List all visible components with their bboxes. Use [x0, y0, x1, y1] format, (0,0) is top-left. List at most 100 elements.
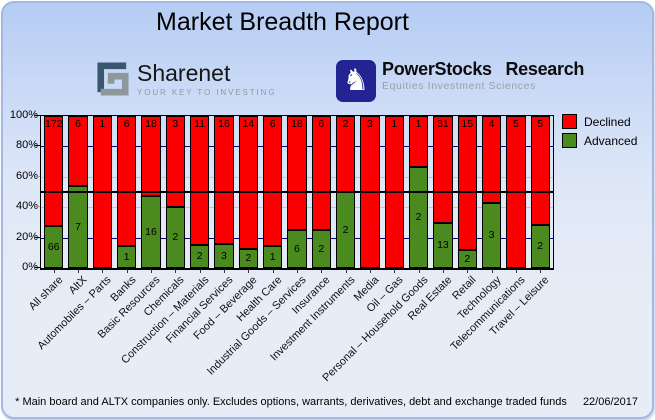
advanced-count-label: 2: [318, 242, 325, 255]
powerstocks-tagline: Equities Investment Sciences: [382, 79, 536, 92]
x-tick-mark: [418, 269, 420, 273]
segment-advanced: 2: [335, 192, 356, 268]
segment-declined: 5: [530, 116, 550, 225]
segment-advanced: 2: [311, 230, 331, 268]
segment-declined: 18: [287, 116, 307, 230]
y-tick-mark: [35, 145, 40, 147]
bars-container: 172 66 6 7 1 6 1 18 16 3 2 11 2 16 3 14 2 6 1 18 6 6 2 2 2 3 1 1 2 31…: [41, 116, 553, 268]
segment-declined: 6: [311, 116, 331, 230]
segment-advanced: 16: [141, 196, 161, 268]
legend-label: Advanced: [584, 133, 638, 148]
x-tick-mark: [223, 269, 225, 273]
segment-declined: 2: [335, 116, 356, 192]
segment-advanced: 3: [214, 244, 234, 268]
segment-declined: 11: [189, 116, 210, 245]
segment-advanced: 6: [287, 230, 307, 268]
x-tick-mark: [442, 269, 444, 273]
segment-advanced: 13: [433, 223, 453, 268]
gridline-50pct: [41, 191, 553, 193]
chess-knight-icon: ♞: [336, 60, 376, 102]
declined-count-label: 2: [342, 118, 349, 130]
report-date: 22/06/2017: [582, 396, 638, 408]
advanced-count-label: 2: [537, 240, 544, 253]
advanced-count-label: 13: [437, 239, 449, 252]
x-tick-mark: [53, 269, 55, 273]
segment-declined: 14: [238, 116, 258, 249]
x-tick-mark: [467, 269, 469, 273]
x-tick-mark: [345, 269, 347, 273]
declined-count-label: 5: [512, 118, 519, 130]
segment-advanced: 1: [116, 246, 137, 268]
advanced-count-label: 3: [221, 249, 227, 262]
chart-legend: Declined Advanced: [562, 114, 637, 148]
segment-declined: 6: [262, 116, 283, 247]
declined-count-label: 6: [269, 118, 276, 130]
advanced-count-label: 3: [488, 229, 495, 242]
declined-count-label: 6: [123, 118, 130, 130]
declined-count-label: 1: [415, 118, 422, 130]
segment-advanced: 2: [189, 244, 210, 268]
y-tick-mark: [35, 236, 40, 238]
bar-construction-materials: 11 2: [189, 116, 210, 268]
declined-count-label: 172: [45, 118, 63, 130]
advanced-count-label: 1: [269, 250, 276, 263]
declined-count-label: 5: [537, 118, 544, 130]
advanced-count-label: 16: [145, 225, 157, 238]
y-tick-label-20: 20%: [15, 230, 38, 243]
advanced-count-label: 1: [123, 250, 130, 263]
declined-count-label: 6: [318, 118, 325, 130]
sharenet-logo: Sharenet YOUR KEY TO INVESTING: [97, 61, 276, 97]
advanced-count-label: 2: [172, 231, 179, 244]
sharenet-tagline: YOUR KEY TO INVESTING: [137, 88, 277, 98]
segment-advanced: 2: [165, 207, 185, 268]
declined-count-label: 6: [75, 118, 81, 130]
powerstocks-wordmark: PowerStocks Research: [382, 59, 585, 79]
x-tick-mark: [150, 269, 152, 273]
declined-count-label: 31: [437, 118, 449, 130]
x-tick-mark: [102, 269, 104, 273]
advanced-count-label: 66: [47, 240, 60, 253]
segment-advanced: 2: [408, 166, 429, 268]
y-tick-label-40: 40%: [15, 200, 38, 213]
y-tick-label-100: 100%: [9, 109, 38, 121]
page-title: Market Breadth Report: [156, 8, 409, 36]
bar-food-beverage: 14 2: [238, 116, 258, 268]
segment-declined: 4: [481, 116, 502, 203]
x-tick-mark: [321, 269, 323, 273]
y-tick-label-80: 80%: [15, 139, 38, 152]
x-tick-mark: [369, 269, 371, 273]
bar-real-estate: 31 13: [433, 116, 453, 268]
advanced-count-label: 6: [294, 242, 300, 255]
x-tick-mark: [394, 269, 396, 273]
advanced-count-label: 2: [342, 223, 349, 236]
y-tick-label-60: 60%: [15, 169, 38, 182]
x-tick-mark: [272, 269, 274, 273]
bar-industrial-goods-services: 18 6: [287, 116, 307, 268]
x-tick-mark: [515, 269, 517, 273]
declined-count-label: 16: [218, 118, 230, 130]
declined-count-label: 4: [488, 118, 495, 130]
y-tick-mark: [35, 267, 40, 268]
segment-advanced: 2: [530, 224, 550, 268]
x-tick-mark: [77, 269, 79, 273]
declined-count-label: 1: [99, 118, 106, 130]
segment-declined: 1: [408, 116, 429, 167]
sharenet-wordmark: Sharenet: [137, 60, 231, 86]
declined-count-label: 1: [391, 118, 398, 130]
footnote: * Main board and ALTX companies only. Ex…: [15, 396, 567, 408]
declined-count-label: 18: [145, 118, 157, 130]
segment-declined: 31: [433, 116, 453, 224]
chart-plot-area: 172 66 6 7 1 6 1 18 16 3 2 11 2 16 3 14 2 6 1 18 6 6 2 2 2 3 1 1 2 31…: [40, 115, 554, 270]
declined-count-label: 14: [242, 118, 255, 130]
advanced-count-label: 2: [415, 211, 422, 224]
advanced-count-label: 2: [245, 252, 252, 265]
bar-retail: 15 2: [457, 116, 477, 268]
advanced-count-label: 2: [196, 250, 203, 263]
x-tick-mark: [491, 269, 493, 273]
segment-advanced: 2: [238, 249, 258, 268]
